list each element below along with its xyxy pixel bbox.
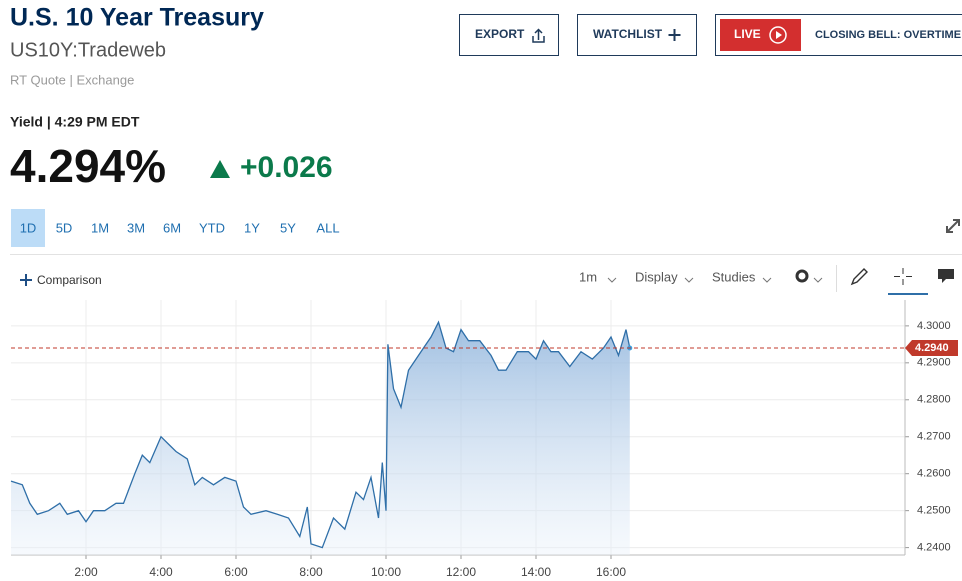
- y-tick-label: 4.2400: [917, 542, 951, 554]
- y-tick-label: 4.2700: [917, 431, 951, 443]
- tab-label: 1D: [20, 220, 37, 235]
- y-tick-label: 4.3000: [917, 320, 951, 332]
- range-tab[interactable]: 1Y: [244, 220, 260, 235]
- up-arrow: [210, 160, 230, 178]
- live-label: LIVE: [734, 27, 761, 41]
- y-tick-label: 4.2600: [917, 468, 951, 480]
- reference-tag: [905, 340, 958, 357]
- tab-label: 5Y: [280, 220, 296, 235]
- x-tick-label: 16:00: [596, 565, 626, 579]
- range-tab[interactable]: 1D: [11, 209, 45, 247]
- price: 4.294%: [10, 140, 166, 192]
- x-tick-label: 6:00: [224, 565, 248, 579]
- range-tab[interactable]: 6M: [163, 220, 181, 235]
- range-tab[interactable]: 1M: [91, 220, 109, 235]
- x-tick-label: 12:00: [446, 565, 476, 579]
- range-tab[interactable]: 5Y: [280, 220, 296, 235]
- tab-label: 5D: [56, 220, 73, 235]
- live-program: CLOSING BELL: OVERTIME: [815, 29, 961, 41]
- chevrons: [607, 277, 823, 283]
- studies[interactable]: Studies: [712, 269, 756, 284]
- change: +0.026: [240, 151, 333, 184]
- watchlist-button[interactable]: WATCHLIST: [577, 14, 697, 56]
- range-tab[interactable]: 5D: [56, 220, 73, 235]
- export-button[interactable]: EXPORT: [459, 14, 559, 56]
- interval[interactable]: 1m: [579, 269, 597, 284]
- tab-label: YTD: [199, 220, 225, 235]
- x-tick-label: 8:00: [299, 565, 323, 579]
- x-tick-label: 14:00: [521, 565, 551, 579]
- y-tick-label: 4.2800: [917, 394, 951, 406]
- display[interactable]: Display: [635, 269, 678, 284]
- y-tick-label: 4.2900: [917, 357, 951, 369]
- yield-label: Yield | 4:29 PM EDT: [10, 114, 140, 130]
- active-tab: [11, 209, 45, 247]
- reference-label: 4.2940: [915, 342, 949, 354]
- expand-icon[interactable]: [946, 219, 960, 233]
- settings-icon[interactable]: [795, 269, 809, 283]
- quote-source: RT Quote | Exchange: [10, 72, 134, 87]
- tab-label: 3M: [127, 220, 145, 235]
- comment-icon[interactable]: [938, 269, 954, 283]
- symbol: US10Y:Tradeweb: [10, 39, 166, 61]
- draw-icon[interactable]: [850, 268, 868, 286]
- title: U.S. 10 Year Treasury: [10, 4, 264, 32]
- y-tick-label: 4.2500: [917, 505, 951, 517]
- range-tab[interactable]: ALL: [316, 220, 339, 235]
- line: [10, 320, 631, 549]
- tab-label: ALL: [316, 220, 339, 235]
- plus-icon: [20, 274, 32, 286]
- tab-label: 1Y: [244, 220, 260, 235]
- x-tick-label: 4:00: [149, 565, 173, 579]
- tab-label: 6M: [163, 220, 181, 235]
- x-tick-label: 2:00: [74, 565, 98, 579]
- x-tick-label: 10:00: [371, 565, 401, 579]
- crosshair-icon[interactable]: [894, 268, 912, 285]
- range-tab[interactable]: YTD: [199, 220, 225, 235]
- watchlist-label: WATCHLIST: [593, 27, 663, 41]
- area: [11, 322, 630, 555]
- live-button[interactable]: LIVE CLOSING BELL: OVERTIME: [715, 14, 962, 56]
- export-label: EXPORT: [475, 27, 525, 41]
- comparison[interactable]: Comparison: [37, 273, 102, 287]
- tab-label: 1M: [91, 220, 109, 235]
- range-tab[interactable]: 3M: [127, 220, 145, 235]
